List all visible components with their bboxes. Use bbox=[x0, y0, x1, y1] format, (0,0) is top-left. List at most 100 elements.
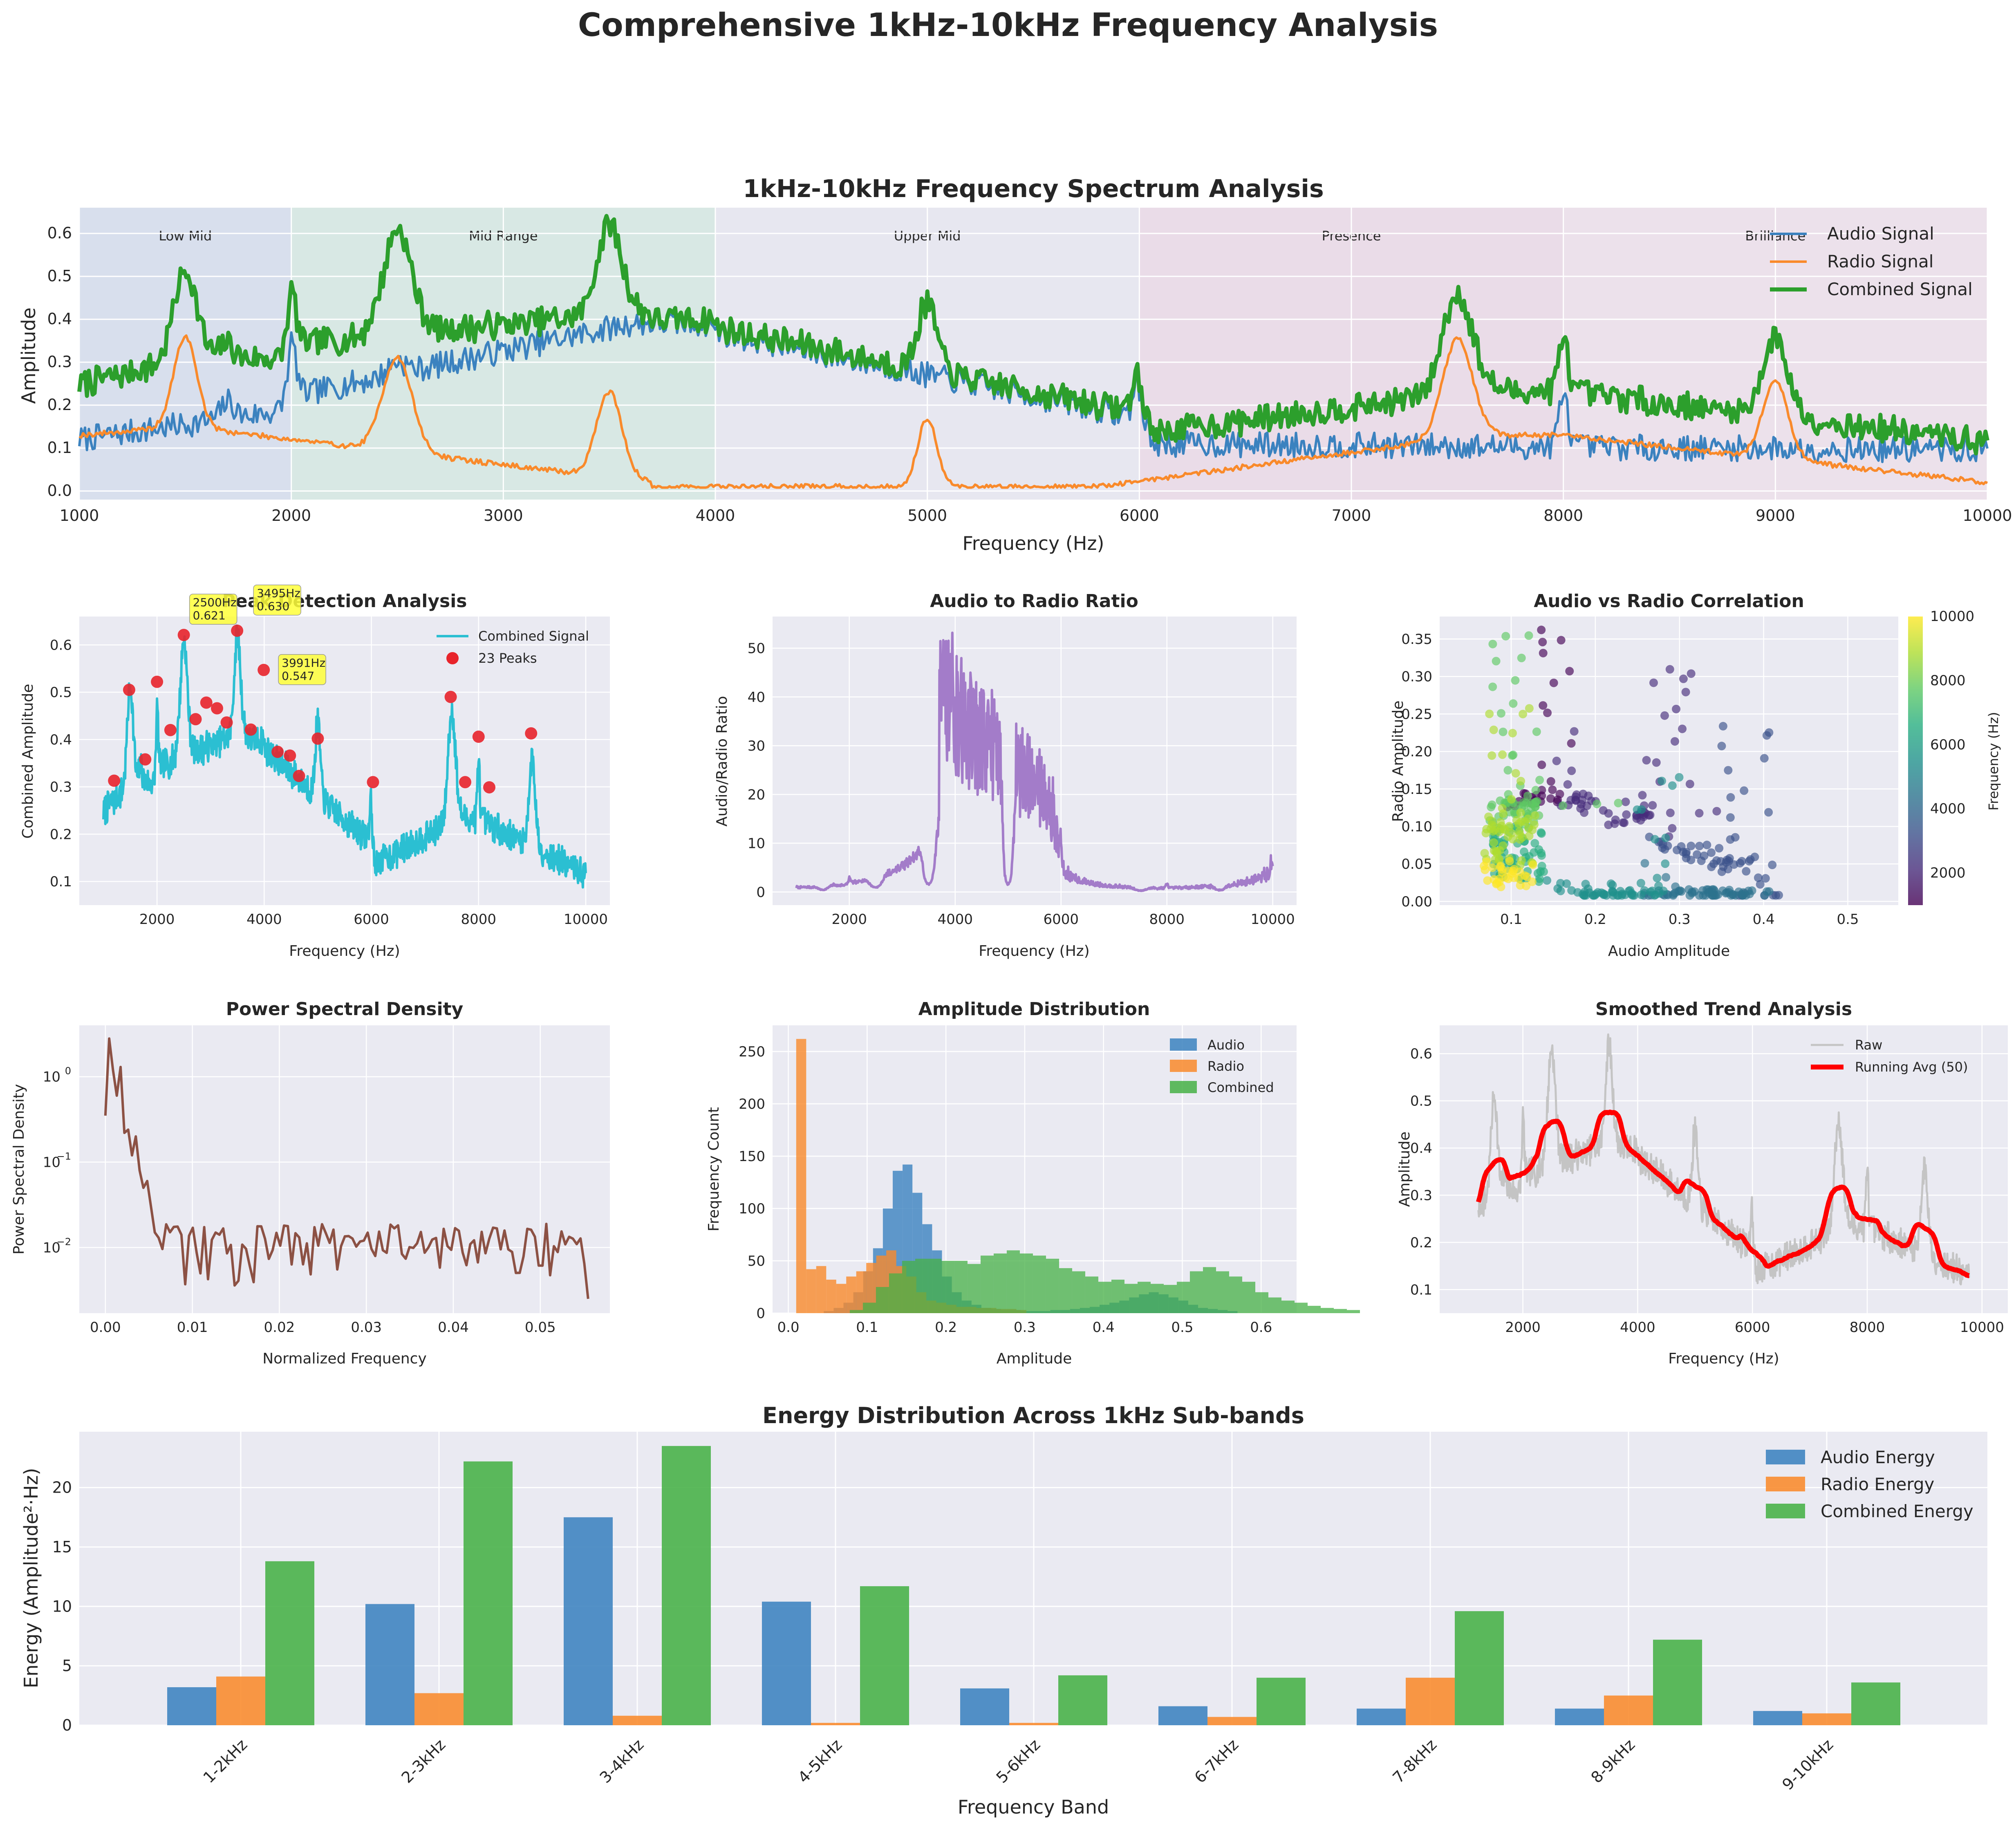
y-tick-label: 5 bbox=[62, 1657, 72, 1675]
peak-marker bbox=[244, 723, 257, 736]
figure-title: Comprehensive 1kHz-10kHz Frequency Analy… bbox=[578, 7, 1438, 44]
spectrum-chart: Low Mid Mid Range Upper Mid Presence Brillia… bbox=[18, 175, 2012, 554]
scatter-point bbox=[1508, 751, 1517, 760]
energy-xlabel: Frequency Band bbox=[958, 1796, 1109, 1818]
combined-bar bbox=[1189, 1271, 1203, 1313]
scatter-point bbox=[1668, 824, 1677, 833]
audio-energy-bar bbox=[1555, 1708, 1604, 1725]
scatter-point bbox=[1665, 665, 1674, 674]
x-tick-label: 0.03 bbox=[351, 1319, 382, 1336]
combined-energy-bar bbox=[1653, 1639, 1702, 1725]
combined-bar bbox=[1281, 1300, 1295, 1313]
y-tick-label: 0.0 bbox=[47, 482, 72, 500]
scatter-point bbox=[1530, 839, 1539, 848]
scatter-point bbox=[1768, 861, 1777, 870]
ratio-ylabel: Audio/Radio Ratio bbox=[714, 696, 730, 826]
scatter-point bbox=[1507, 829, 1516, 838]
x-tick-label: 0.0 bbox=[777, 1319, 800, 1336]
scatter-point bbox=[1724, 766, 1733, 775]
radio-bar bbox=[836, 1284, 847, 1313]
combined-bar bbox=[1150, 1284, 1164, 1313]
x-tick-label: 0.4 bbox=[1753, 911, 1775, 928]
x-tick-label: 2000 bbox=[271, 507, 311, 525]
x-tick-label: 10000 bbox=[1960, 1319, 2004, 1336]
y-tick-label: 40 bbox=[748, 689, 765, 706]
scatter-point bbox=[1559, 801, 1568, 810]
combined-bar bbox=[1307, 1306, 1321, 1313]
scatter-point bbox=[1512, 816, 1521, 825]
x-tick-label: 3000 bbox=[484, 507, 523, 525]
scatter-point bbox=[1660, 845, 1669, 854]
radio-bar bbox=[806, 1269, 816, 1313]
x-tick-label: 4000 bbox=[1620, 1319, 1655, 1336]
scatter-point bbox=[1556, 886, 1565, 895]
scatter-point bbox=[1725, 886, 1734, 895]
combined-bar bbox=[980, 1256, 994, 1313]
scatter-point bbox=[1546, 794, 1555, 803]
scatter-point bbox=[1746, 855, 1755, 864]
psd-line bbox=[104, 1037, 589, 1299]
legend-entry: Radio Energy bbox=[1821, 1474, 1934, 1494]
y-tick-label: 0.1 bbox=[50, 874, 72, 890]
scatter-point bbox=[1685, 780, 1694, 789]
scatter-point bbox=[1764, 808, 1773, 817]
colorbar-tick: 6000 bbox=[1930, 737, 1966, 753]
scatter-point bbox=[1524, 631, 1533, 640]
scatter-point bbox=[1642, 756, 1651, 765]
y-tick-label: 0.5 bbox=[50, 684, 72, 701]
scatter-point bbox=[1508, 729, 1517, 738]
scatter-point bbox=[1563, 780, 1572, 789]
y-tick-label: 150 bbox=[739, 1148, 765, 1165]
y-tick-label: 10 bbox=[43, 1155, 60, 1171]
y-tick-label: 0.5 bbox=[1410, 1093, 1432, 1110]
legend-entry: Running Avg (50) bbox=[1855, 1059, 1968, 1075]
scatter-point bbox=[1657, 776, 1666, 785]
annotation-text: 3991Hz bbox=[282, 656, 325, 670]
peak-xlabel: Frequency (Hz) bbox=[289, 943, 400, 960]
scatter-point bbox=[1567, 886, 1576, 895]
amplitude-distribution-chart: 0.0 0.1 0.2 0.3 0.4 0.5 0.6 0 50 100 150 200 250 Amp… bbox=[706, 999, 1360, 1367]
y-tick-label: 50 bbox=[748, 641, 765, 657]
combined-energy-bar bbox=[1851, 1682, 1900, 1725]
legend-entry: 23 Peaks bbox=[478, 650, 537, 666]
scatter-point bbox=[1539, 701, 1548, 710]
combined-bar bbox=[1216, 1271, 1229, 1313]
annotation-box bbox=[278, 654, 326, 685]
combined-bar bbox=[928, 1258, 941, 1313]
scatter-xlabel: Audio Amplitude bbox=[1608, 943, 1730, 960]
peak-marker bbox=[177, 629, 190, 641]
scatter-point bbox=[1698, 891, 1707, 900]
combined-bar bbox=[1137, 1282, 1151, 1313]
y-tick-label: 50 bbox=[748, 1253, 765, 1269]
scatter-point bbox=[1552, 756, 1561, 765]
combined-bar bbox=[1072, 1271, 1085, 1313]
smoothed-trend-chart: 2000 4000 6000 8000 100000.10.20.30.40.50.6 … bbox=[1396, 999, 2008, 1367]
scatter-point bbox=[1515, 827, 1524, 836]
ratio-xlabel: Frequency (Hz) bbox=[979, 943, 1089, 960]
colorbar: 2000 4000 6000 8000 10000 bbox=[1908, 608, 1974, 905]
scatter-point bbox=[1621, 797, 1630, 806]
y-tick-label: 0.1 bbox=[47, 439, 72, 457]
audio-energy-bar bbox=[1158, 1706, 1207, 1725]
scatter-point bbox=[1520, 847, 1529, 856]
combined-energy-bar bbox=[1058, 1675, 1107, 1725]
scatter-point bbox=[1532, 727, 1541, 736]
scatter-point bbox=[1652, 758, 1661, 767]
peak-marker bbox=[444, 691, 457, 703]
scatter-point bbox=[1707, 862, 1716, 871]
hist-ylabel: Frequency Count bbox=[706, 1107, 722, 1231]
scatter-point bbox=[1636, 879, 1645, 888]
scatter-point bbox=[1496, 709, 1505, 718]
scatter-point bbox=[1525, 704, 1534, 713]
x-tick-label: 0.05 bbox=[525, 1319, 556, 1336]
scatter-point bbox=[1765, 887, 1774, 896]
x-tick-label: 0.01 bbox=[177, 1319, 208, 1336]
combined-bar bbox=[876, 1287, 889, 1313]
scatter-point bbox=[1608, 887, 1617, 896]
scatter-point bbox=[1740, 786, 1749, 795]
x-tick-label: 6000 bbox=[1120, 507, 1159, 525]
y-tick-label: 0.4 bbox=[50, 732, 72, 748]
peak-marker bbox=[271, 746, 284, 758]
legend-entry: Radio bbox=[1207, 1058, 1244, 1074]
x-tick-label: 8000 bbox=[1850, 1319, 1885, 1336]
